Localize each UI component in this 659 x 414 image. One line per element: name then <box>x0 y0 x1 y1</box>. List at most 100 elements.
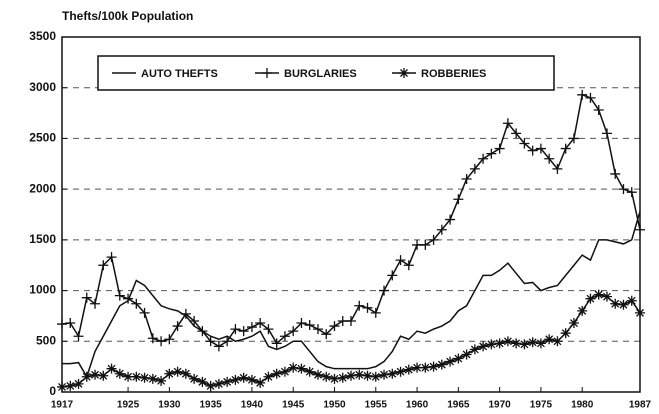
point-marker <box>81 371 92 382</box>
point-marker <box>428 234 439 245</box>
x-tick-label: 1975 <box>530 400 553 411</box>
point-marker <box>519 339 530 350</box>
point-marker <box>610 298 621 309</box>
point-marker <box>370 307 381 318</box>
point-marker <box>469 163 480 174</box>
legend-marker <box>399 68 409 78</box>
point-marker <box>65 380 76 391</box>
point-marker <box>618 184 629 195</box>
point-marker <box>238 326 249 337</box>
point-marker <box>577 89 588 100</box>
point-marker <box>329 373 340 384</box>
point-marker <box>395 366 406 377</box>
point-marker <box>420 239 431 250</box>
point-marker <box>618 299 629 310</box>
point-marker <box>230 324 241 335</box>
point-marker <box>205 380 216 391</box>
point-marker <box>172 321 183 332</box>
point-marker <box>271 368 282 379</box>
point-marker <box>222 376 233 387</box>
point-marker <box>428 361 439 372</box>
x-tick-label: 1960 <box>406 400 429 411</box>
point-marker <box>288 326 299 337</box>
point-marker <box>189 373 200 384</box>
legend-label: ROBBERIES <box>421 68 486 80</box>
point-marker <box>139 372 150 383</box>
point-marker <box>519 138 530 149</box>
point-marker <box>288 362 299 373</box>
point-marker <box>279 331 290 342</box>
point-marker <box>90 298 101 309</box>
x-tick-label: 1940 <box>241 400 264 411</box>
point-marker <box>147 373 158 384</box>
x-tick-label: 1980 <box>571 400 594 411</box>
point-marker <box>172 366 183 377</box>
point-marker <box>321 329 332 340</box>
x-tick-label: 1955 <box>365 400 388 411</box>
point-marker <box>337 372 348 383</box>
point-marker <box>354 300 365 311</box>
point-marker <box>568 318 579 329</box>
point-marker <box>147 333 158 344</box>
series-line <box>62 211 641 379</box>
point-marker <box>486 339 497 350</box>
y-tick-label: 3000 <box>29 80 56 94</box>
legend-box <box>97 55 555 91</box>
point-marker <box>544 334 555 345</box>
point-marker <box>626 187 637 198</box>
point-marker <box>90 369 101 380</box>
point-marker <box>469 344 480 355</box>
x-tick-label: 1965 <box>447 400 470 411</box>
point-marker <box>403 364 414 375</box>
y-tick-label: 2500 <box>29 131 56 145</box>
point-marker <box>304 366 315 377</box>
point-marker <box>494 143 505 154</box>
point-marker <box>213 378 224 389</box>
point-marker <box>544 153 555 164</box>
series-line <box>61 93 641 348</box>
legend-label: BURGLARIES <box>284 68 357 80</box>
point-marker <box>585 92 596 103</box>
point-marker <box>255 318 266 329</box>
point-marker <box>164 368 175 379</box>
y-tick-label: 2000 <box>29 181 56 195</box>
point-marker <box>238 372 249 383</box>
point-marker <box>255 377 266 388</box>
point-marker <box>321 371 332 382</box>
point-marker <box>453 194 464 205</box>
y-tick-label: 0 <box>49 384 56 398</box>
point-marker <box>296 318 307 329</box>
point-marker <box>387 368 398 379</box>
x-tick-label: 1935 <box>200 400 223 411</box>
point-marker <box>98 370 109 381</box>
point-marker <box>552 336 563 347</box>
point-marker <box>114 290 125 301</box>
point-marker <box>461 349 472 360</box>
point-marker <box>502 336 513 347</box>
point-marker <box>346 316 356 326</box>
x-tick-label: 1917 <box>51 400 74 411</box>
point-marker <box>164 334 175 345</box>
point-marker <box>263 371 274 382</box>
point-marker <box>156 336 167 347</box>
point-marker <box>98 260 109 271</box>
point-marker <box>461 174 472 184</box>
point-marker <box>156 375 167 386</box>
point-marker <box>511 338 522 349</box>
point-marker <box>593 105 604 116</box>
point-marker <box>304 320 315 331</box>
point-marker <box>362 370 373 381</box>
point-marker <box>478 341 489 352</box>
x-tick-label: 1950 <box>323 400 346 411</box>
point-marker <box>635 224 645 235</box>
point-marker <box>329 321 340 332</box>
legend-label: AUTO THEFTS <box>141 68 218 80</box>
point-marker <box>585 293 596 304</box>
point-marker <box>180 308 191 319</box>
point-marker <box>197 326 208 337</box>
x-tick-label: 1970 <box>489 400 512 411</box>
point-marker <box>346 370 356 381</box>
point-marker <box>65 318 76 329</box>
point-marker <box>379 285 390 296</box>
